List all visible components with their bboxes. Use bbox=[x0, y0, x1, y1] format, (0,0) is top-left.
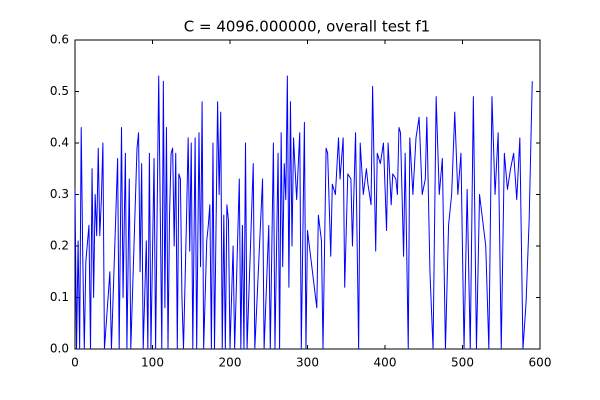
y-tick-label: 0.1 bbox=[50, 290, 69, 304]
y-tick-label: 0.5 bbox=[50, 84, 69, 98]
y-tick-label: 0.0 bbox=[50, 342, 69, 356]
x-tick-label: 100 bbox=[141, 356, 164, 370]
y-tick-label: 0.4 bbox=[50, 136, 69, 150]
y-tick-label: 0.3 bbox=[50, 187, 69, 201]
x-tick-label: 400 bbox=[374, 356, 397, 370]
y-tick-label: 0.6 bbox=[50, 33, 69, 47]
x-tick-label: 300 bbox=[296, 356, 319, 370]
x-tick-label: 600 bbox=[529, 356, 552, 370]
x-tick-label: 0 bbox=[71, 356, 79, 370]
x-tick-label: 500 bbox=[451, 356, 474, 370]
y-tick-label: 0.2 bbox=[50, 239, 69, 253]
chart-title: C = 4096.000000, overall test f1 bbox=[184, 18, 430, 36]
line-series bbox=[74, 75, 533, 350]
x-tick-label: 200 bbox=[219, 356, 242, 370]
